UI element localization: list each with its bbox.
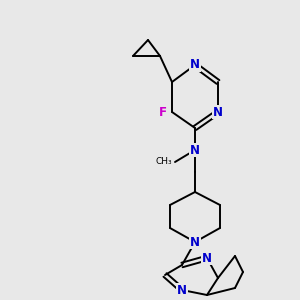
Text: N: N xyxy=(177,284,187,296)
Text: F: F xyxy=(159,106,167,118)
Text: N: N xyxy=(213,106,223,118)
Text: N: N xyxy=(190,58,200,71)
Text: CH₃: CH₃ xyxy=(155,158,172,166)
Text: N: N xyxy=(202,251,212,265)
Text: N: N xyxy=(190,143,200,157)
Text: N: N xyxy=(190,236,200,248)
